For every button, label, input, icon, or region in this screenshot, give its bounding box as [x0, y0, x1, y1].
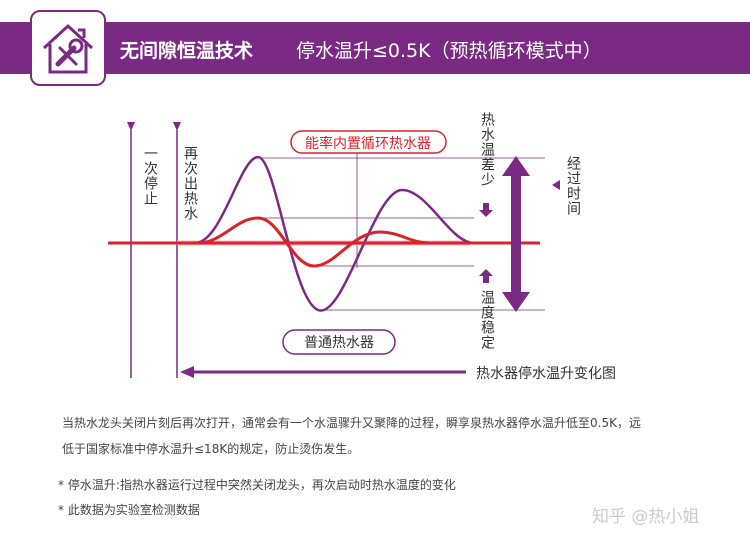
red-curve-label-box	[290, 130, 447, 154]
description-line-2: 低于国家标准中停水温升≤18K的规定，防止烫伤发生。	[62, 442, 360, 456]
description-line-1: 当热水龙头关闭片刻后再次打开，通常会有一个水温骤升又聚降的过程，瞬享泉热水器停水…	[62, 416, 641, 430]
small-arrow-up-shaft	[483, 276, 489, 283]
arrow-up-icon	[502, 156, 530, 176]
watermark: 知乎 @热小姐	[592, 507, 700, 527]
page-subtitle: 停水温升≤0.5K（预热循环模式中）	[296, 40, 602, 62]
circulation-heater-curve	[197, 216, 431, 268]
purple-curve-label-box	[282, 329, 396, 355]
arrow-left-icon	[180, 366, 194, 378]
purple-curve-label: 普通热水器	[304, 335, 374, 351]
time-pointer-icon	[552, 180, 560, 190]
small-arrow-down-icon	[479, 210, 493, 217]
first-stop-label: 一次停止	[142, 146, 158, 206]
restart-label: 再次出热水	[182, 146, 198, 221]
small-arrow-down-shaft	[483, 203, 489, 210]
temperature-rise-diagram: 能率内置循环热水器 普通热水器 热水器停水温升变化图 一次停止 再次出热水 热水…	[108, 112, 616, 382]
restart-marker-icon	[173, 122, 181, 131]
footnote-2: * 此数据为实验室检测数据	[58, 503, 200, 517]
temp-diff-small-label: 热水温差少	[479, 112, 495, 187]
arrow-down-icon	[502, 292, 530, 312]
footnote-1: * 停水温升:指热水器运行过程中突然关闭龙头，再次启动时热水温度的变化	[58, 478, 456, 492]
header-banner: 无间隙恒温技术 停水温升≤0.5K（预热循环模式中）	[0, 22, 750, 74]
first-stop-marker-icon	[127, 122, 135, 131]
guide-lines	[258, 152, 545, 311]
ordinary-heater-curve	[194, 155, 475, 312]
temp-stable-label: 温度稳定	[479, 290, 495, 350]
diagram-caption: 热水器停水温升变化图	[476, 365, 616, 382]
logo	[30, 10, 106, 86]
red-curve-label: 能率内置循环热水器	[305, 135, 431, 152]
page-title: 无间隙恒温技术	[120, 40, 254, 62]
time-passed-label: 经过时间	[565, 156, 581, 216]
small-arrow-up-icon	[479, 269, 493, 276]
house-wrench-icon	[42, 24, 94, 74]
